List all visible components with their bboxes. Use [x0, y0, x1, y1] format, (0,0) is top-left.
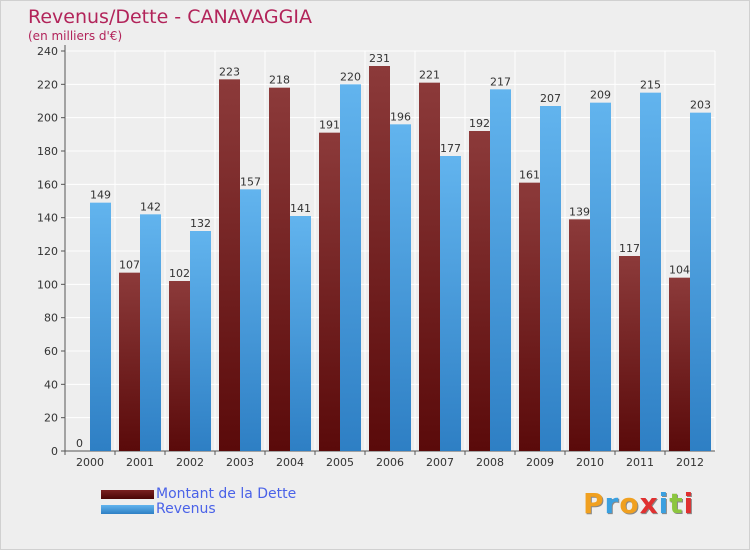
bar-revenus: [340, 84, 361, 451]
legend-label-revenus: Revenus: [156, 501, 216, 517]
data-label: 104: [669, 264, 690, 277]
data-label: 157: [240, 175, 261, 188]
y-tick-label: 180: [37, 145, 58, 158]
x-tick-label: 2010: [576, 456, 604, 469]
bar-dette: [569, 219, 590, 451]
bar-dette: [119, 272, 140, 451]
x-tick-label: 2002: [176, 456, 204, 469]
y-tick-label: 200: [37, 112, 58, 125]
legend-label-dette: Montant de la Dette: [156, 486, 297, 502]
x-tick-label: 2011: [626, 456, 654, 469]
y-tick-label: 60: [44, 345, 58, 358]
x-tick-label: 2007: [426, 456, 454, 469]
data-label: 192: [469, 117, 490, 130]
chart-title: Revenus/Dette - CANAVAGGIA: [28, 6, 312, 28]
x-tick-label: 2000: [76, 456, 104, 469]
bar-revenus: [240, 189, 261, 452]
data-label: 203: [690, 99, 711, 112]
x-tick-label: 2008: [476, 456, 504, 469]
bar-revenus: [490, 89, 511, 451]
data-label: 132: [190, 217, 211, 230]
y-tick-label: 100: [37, 278, 58, 291]
proxiti-logo: Proxiti: [583, 487, 695, 520]
data-label: 102: [169, 267, 190, 280]
data-label: 191: [319, 119, 340, 132]
y-tick-label: 40: [44, 378, 58, 391]
data-label: 161: [519, 169, 540, 182]
value-labels: 0 107 102 223 218 191 231 221 192 161 139 117 104 149…: [76, 52, 711, 450]
data-label: 220: [340, 70, 361, 83]
x-tick-label: 2005: [326, 456, 354, 469]
y-tick-label: 20: [44, 412, 58, 425]
bar-dette: [269, 87, 290, 452]
bar-dette: [419, 82, 440, 452]
bar-dette: [519, 182, 540, 451]
bar-dette: [469, 131, 490, 451]
bar-dette: [219, 79, 240, 451]
bar-revenus: [390, 124, 411, 451]
data-label: 196: [390, 110, 411, 123]
data-label: 0: [76, 437, 83, 450]
bar-revenus: [590, 102, 611, 452]
data-label: 207: [540, 92, 561, 105]
data-label: 139: [569, 205, 590, 218]
y-tick-label: 160: [37, 178, 58, 191]
data-label: 217: [490, 75, 511, 88]
bar-revenus: [540, 106, 561, 451]
y-tick-label: 140: [37, 212, 58, 225]
data-label: 218: [269, 74, 290, 87]
y-tick-label: 80: [44, 312, 58, 325]
bar-revenus: [690, 112, 711, 452]
y-tick-label: 220: [37, 78, 58, 91]
data-label: 107: [119, 259, 140, 272]
x-tick-label: 2004: [276, 456, 304, 469]
chart-subtitle: (en milliers d'€): [28, 29, 123, 43]
bar-dette: [169, 281, 190, 451]
x-tick-label: 2003: [226, 456, 254, 469]
bar-dette: [619, 256, 640, 451]
bar-revenus: [290, 216, 311, 451]
data-label: 209: [590, 89, 611, 102]
y-tick-label: 120: [37, 245, 58, 258]
bars: [90, 66, 711, 452]
data-label: 231: [369, 52, 390, 65]
data-label: 142: [140, 200, 161, 213]
bar-revenus: [190, 231, 211, 451]
x-tick-label: 2001: [126, 456, 154, 469]
data-label: 117: [619, 242, 640, 255]
bar-dette: [319, 132, 340, 451]
x-tick-label: 2006: [376, 456, 404, 469]
bar-dette: [669, 277, 690, 451]
y-tick-label: 240: [37, 45, 58, 58]
data-label: 149: [90, 189, 111, 202]
bar-revenus: [440, 156, 461, 451]
bar-revenus: [640, 92, 661, 452]
bar-revenus: [90, 202, 111, 451]
x-tick-label: 2012: [676, 456, 704, 469]
bar-dette: [369, 66, 390, 451]
legend-swatch-dette: [101, 490, 154, 499]
legend-swatch-revenus: [101, 505, 154, 514]
x-tick-label: 2009: [526, 456, 554, 469]
bar-revenus: [140, 214, 161, 451]
data-label: 177: [440, 142, 461, 155]
data-label: 223: [219, 65, 240, 78]
data-label: 215: [640, 79, 661, 92]
data-label: 221: [419, 69, 440, 82]
data-label: 141: [290, 202, 311, 215]
y-tick-label: 0: [51, 445, 58, 458]
